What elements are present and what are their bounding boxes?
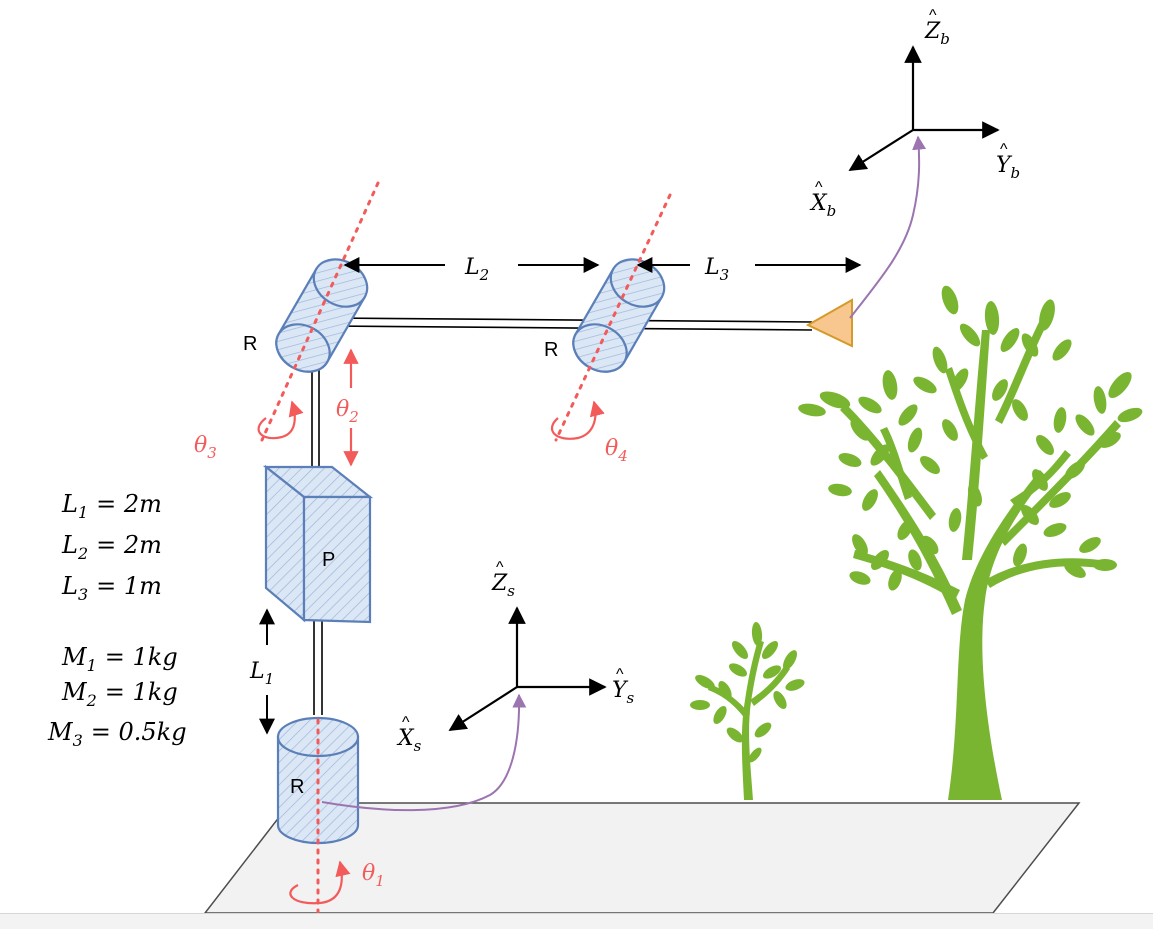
horizontal-link [329,317,813,331]
parameter-list: L1 = 2m L2 = 2m L3 = 1m M1 = 1kg M2 = 1kg M3 =… [47,490,187,750]
theta3-rotation-arrow [257,400,304,440]
tree-leaves [798,285,1143,591]
space-z-label: Zs [491,571,515,600]
theta1-label: θ1 [362,861,385,890]
space-y-label: Ys [612,678,635,707]
theta4-label: θ4 [605,436,628,465]
l3-label: L3 [704,255,729,284]
space-frame [448,606,607,731]
theta3-label: θ3 [194,433,217,462]
theta4-rotation-arrow [551,400,605,440]
space-x-axis [448,686,518,731]
small-tree [690,622,805,800]
body-z-hat: ^ [929,7,937,24]
upper-link [311,355,320,475]
lower-link [313,620,323,715]
prismatic-joint [262,464,374,624]
param-m2: M2 = 1kg [61,678,178,710]
space-x-hat: ^ [402,714,410,731]
param-l1: L1 = 2m [61,490,162,522]
space-y-hat: ^ [616,666,624,683]
param-l2: L2 = 2m [61,531,162,563]
shoulder-joint-type: R [243,333,257,355]
theta1-rotation-arrow [289,860,351,905]
large-tree [798,285,1143,800]
shoulder-joint [275,258,369,373]
param-m1: M1 = 1kg [61,643,178,675]
shoulder-axis [260,181,380,442]
body-x-hat: ^ [815,179,823,196]
bottom-bar [0,913,1153,929]
body-x-label: Xb [809,191,836,220]
theta2-label: θ2 [336,397,359,426]
body-y-hat: ^ [1000,141,1008,158]
l1-label: L1 [249,659,274,688]
body-frame [848,45,1000,171]
body-x-axis [848,129,914,171]
end-effector [805,298,853,348]
base-to-space-frame-arrow [321,693,527,812]
space-z-hat: ^ [496,559,504,576]
param-m3: M3 = 0.5kg [47,718,187,750]
tool-to-body-frame-arrow [849,135,927,319]
param-l3: L3 = 1m [61,572,162,604]
l2-label: L2 [464,255,489,284]
body-z-label: Zb [924,19,950,48]
elbow-joint [572,258,666,373]
joint-axes [260,181,672,914]
base-joint-type: R [290,776,304,798]
body-y-label: Yb [996,153,1020,182]
prismatic-joint-type: P [322,549,335,571]
elbow-joint-type: R [544,339,558,361]
space-x-label: Xs [396,726,422,755]
